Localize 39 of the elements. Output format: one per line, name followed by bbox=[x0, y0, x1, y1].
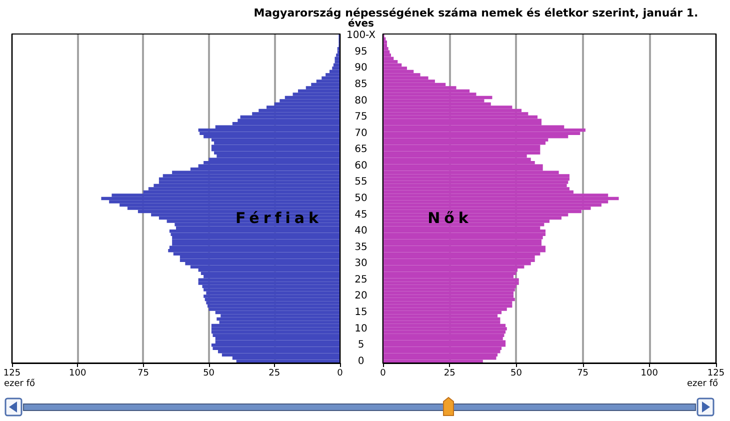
y-tick-label: 95 bbox=[354, 46, 368, 58]
x-tick-label: 0 bbox=[380, 368, 386, 378]
y-tick-label: 30 bbox=[354, 258, 368, 270]
y-tick-label: 45 bbox=[354, 209, 368, 220]
text: Magyarország népességének száma nemek és életkor szerint, január 1. bbox=[254, 6, 698, 20]
x-tick-label: 0 bbox=[337, 368, 344, 378]
y-tick-label: 50 bbox=[354, 193, 368, 204]
series-label: Férfiak bbox=[236, 209, 322, 227]
x-tick-label: 25 bbox=[268, 368, 280, 378]
y-tick-label: 90 bbox=[354, 62, 368, 74]
x-tick-label: 125 bbox=[707, 368, 725, 378]
y-tick-label: 55 bbox=[354, 176, 368, 188]
y-tick-label: 20 bbox=[354, 290, 368, 302]
y-tick-label: 60 bbox=[354, 160, 368, 172]
y-tick-label: 25 bbox=[354, 274, 368, 286]
x-tick-label: 50 bbox=[510, 368, 522, 378]
y-tick-label: 0 bbox=[358, 356, 364, 367]
x-tick-label: 100 bbox=[69, 368, 86, 378]
x-axis-title: ezer fő bbox=[4, 379, 36, 389]
y-tick-label: 5 bbox=[358, 340, 364, 351]
y-tick-label: 70 bbox=[354, 128, 368, 139]
x-tick-label: 75 bbox=[577, 368, 589, 378]
y-tick-label: 65 bbox=[354, 144, 368, 156]
x-axis-title: ezer fő bbox=[686, 379, 718, 389]
y-axis-title: éves bbox=[348, 18, 374, 30]
x-tick-label: 125 bbox=[3, 368, 21, 378]
x-tick-label: 50 bbox=[203, 368, 215, 378]
y-tick-label: 85 bbox=[354, 78, 368, 90]
y-tick-label: 40 bbox=[354, 226, 368, 237]
y-tick-label: 35 bbox=[354, 242, 368, 253]
y-tick-label: 10 bbox=[354, 323, 368, 334]
y-tick-label: 75 bbox=[354, 112, 368, 123]
series-label: Nők bbox=[428, 209, 472, 227]
x-tick-label: 100 bbox=[640, 368, 658, 378]
y-tick-label: 15 bbox=[354, 307, 368, 318]
x-tick-label: 25 bbox=[444, 368, 456, 378]
y-tick-label: 100-X bbox=[346, 30, 376, 42]
x-tick-label: 75 bbox=[137, 368, 149, 378]
y-tick-label: 80 bbox=[354, 95, 368, 106]
